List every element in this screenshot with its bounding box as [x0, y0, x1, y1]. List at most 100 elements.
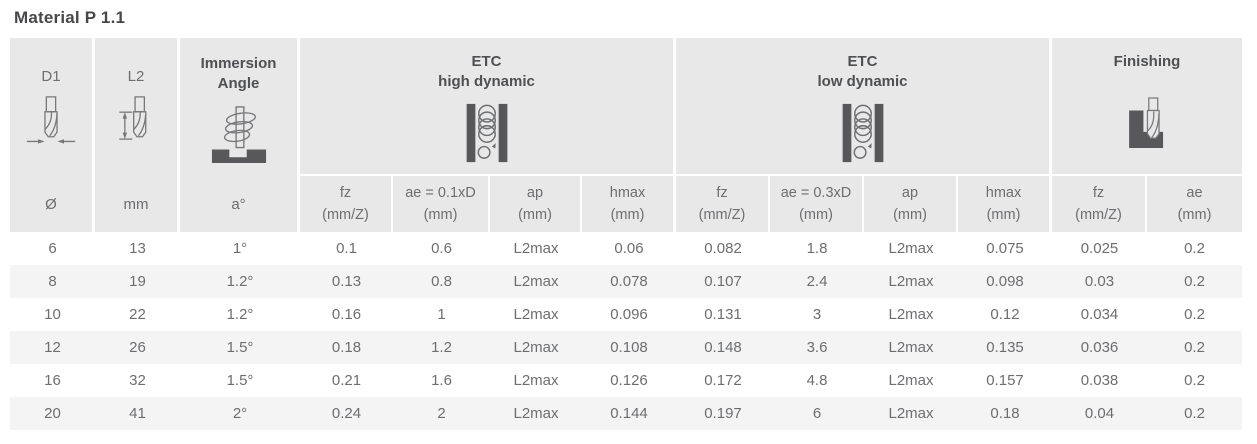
- sub-header-ae: ae = 0.3xD (mm): [770, 176, 864, 232]
- endmill-diameter-icon: [25, 95, 77, 147]
- table-cell: 4.8: [770, 364, 864, 397]
- table-cell: 0.03: [1052, 265, 1147, 298]
- table-cell: 0.025: [1052, 232, 1147, 265]
- table-cell: L2max: [864, 364, 958, 397]
- column-header-label: L2: [127, 68, 145, 85]
- table-cell: 0.04: [1052, 397, 1147, 430]
- table-cell: 0.078: [582, 265, 676, 298]
- table-cell: 41: [95, 397, 180, 430]
- table-cell: 0.2: [1147, 298, 1242, 331]
- table-cell: 0.108: [582, 331, 676, 364]
- table-cell: 0.034: [1052, 298, 1147, 331]
- group-header-label: ETC high dynamic: [438, 53, 535, 91]
- table-cell: 20: [10, 397, 95, 430]
- table-cell: 1: [393, 298, 490, 331]
- table-cell: 0.16: [300, 298, 393, 331]
- table-cell: 2: [393, 397, 490, 430]
- table-cell: 1.2°: [180, 298, 300, 331]
- helical-immersion-icon: [203, 105, 275, 163]
- table-cell: 10: [10, 298, 95, 331]
- table-cell: L2max: [490, 298, 582, 331]
- table-cell: 12: [10, 331, 95, 364]
- group-header-label: Finishing: [1113, 53, 1181, 70]
- unit-label: a°: [231, 195, 246, 213]
- table-cell: 0.038: [1052, 364, 1147, 397]
- sub-header-fz: fz (mm/Z): [676, 176, 770, 232]
- table-cell: 0.12: [958, 298, 1052, 331]
- table-cell: 0.06: [582, 232, 676, 265]
- table-cell: 0.144: [582, 397, 676, 430]
- sub-header-hmax: hmax (mm): [582, 176, 676, 232]
- column-header-immersion-angle: Immersion Angle a°: [180, 38, 300, 232]
- sub-header-fz: fz (mm/Z): [300, 176, 393, 232]
- table-cell: 0.126: [582, 364, 676, 397]
- table-cell: 1°: [180, 232, 300, 265]
- table-cell: 16: [10, 364, 95, 397]
- table-cell: 0.2: [1147, 364, 1242, 397]
- table-cell: 0.075: [958, 232, 1052, 265]
- table-cell: 6: [770, 397, 864, 430]
- slot-coil-icon: [464, 101, 510, 165]
- column-header-label: Immersion Angle: [200, 55, 277, 93]
- table-cell: 0.21: [300, 364, 393, 397]
- table-cell: 0.1: [300, 232, 393, 265]
- sub-header-ap: ap (mm): [490, 176, 582, 232]
- table-cell: 2.4: [770, 265, 864, 298]
- column-header-l2: L2 mm: [95, 38, 180, 232]
- cutting-data-table: D1 Ø L2: [10, 38, 1242, 430]
- table-cell: 0.197: [676, 397, 770, 430]
- endmill-length-icon: [110, 95, 162, 147]
- table-cell: 0.8: [393, 265, 490, 298]
- table-cell: 2°: [180, 397, 300, 430]
- table-cell: 0.13: [300, 265, 393, 298]
- table-cell: 1.5°: [180, 331, 300, 364]
- table-cell: 1.2: [393, 331, 490, 364]
- table-cell: 1.2°: [180, 265, 300, 298]
- unit-label: mm: [123, 195, 149, 213]
- table-cell: L2max: [864, 265, 958, 298]
- sub-header-fz: fz (mm/Z): [1052, 176, 1147, 232]
- table-cell: 0.131: [676, 298, 770, 331]
- table-cell: L2max: [864, 298, 958, 331]
- table-cell: L2max: [864, 331, 958, 364]
- table-cell: L2max: [490, 232, 582, 265]
- group-header-finishing: Finishing: [1052, 38, 1242, 176]
- group-header-etc-high-dynamic: ETC high dynamic: [300, 38, 676, 176]
- table-cell: 6: [10, 232, 95, 265]
- table-cell: 32: [95, 364, 180, 397]
- table-cell: 1.8: [770, 232, 864, 265]
- sub-header-ae: ae (mm): [1147, 176, 1242, 232]
- table-cell: 3.6: [770, 331, 864, 364]
- table-cell: 0.2: [1147, 232, 1242, 265]
- table-cell: 0.6: [393, 232, 490, 265]
- table-cell: 0.157: [958, 364, 1052, 397]
- table-cell: 3: [770, 298, 864, 331]
- table-cell: 0.2: [1147, 265, 1242, 298]
- sub-header-ap: ap (mm): [864, 176, 958, 232]
- table-cell: 0.18: [300, 331, 393, 364]
- table-cell: 0.082: [676, 232, 770, 265]
- page-title: Material P 1.1: [14, 8, 126, 27]
- table-cell: L2max: [490, 265, 582, 298]
- table-cell: 0.096: [582, 298, 676, 331]
- sub-header-hmax: hmax (mm): [958, 176, 1052, 232]
- table-cell: L2max: [490, 364, 582, 397]
- table-cell: 22: [95, 298, 180, 331]
- table-cell: L2max: [864, 397, 958, 430]
- column-header-label: D1: [41, 68, 61, 85]
- table-cell: 13: [95, 232, 180, 265]
- table-cell: 19: [95, 265, 180, 298]
- slot-coil-icon: [840, 101, 886, 165]
- group-header-label: ETC low dynamic: [817, 53, 908, 91]
- table-cell: 8: [10, 265, 95, 298]
- unit-label: Ø: [45, 195, 57, 213]
- table-cell: 0.107: [676, 265, 770, 298]
- table-cell: 0.2: [1147, 331, 1242, 364]
- table-cell: 0.148: [676, 331, 770, 364]
- table-cell: L2max: [490, 331, 582, 364]
- table-cell: 1.6: [393, 364, 490, 397]
- group-header-etc-low-dynamic: ETC low dynamic: [676, 38, 1052, 176]
- table-cell: L2max: [864, 232, 958, 265]
- table-cell: 0.036: [1052, 331, 1147, 364]
- table-cell: 0.135: [958, 331, 1052, 364]
